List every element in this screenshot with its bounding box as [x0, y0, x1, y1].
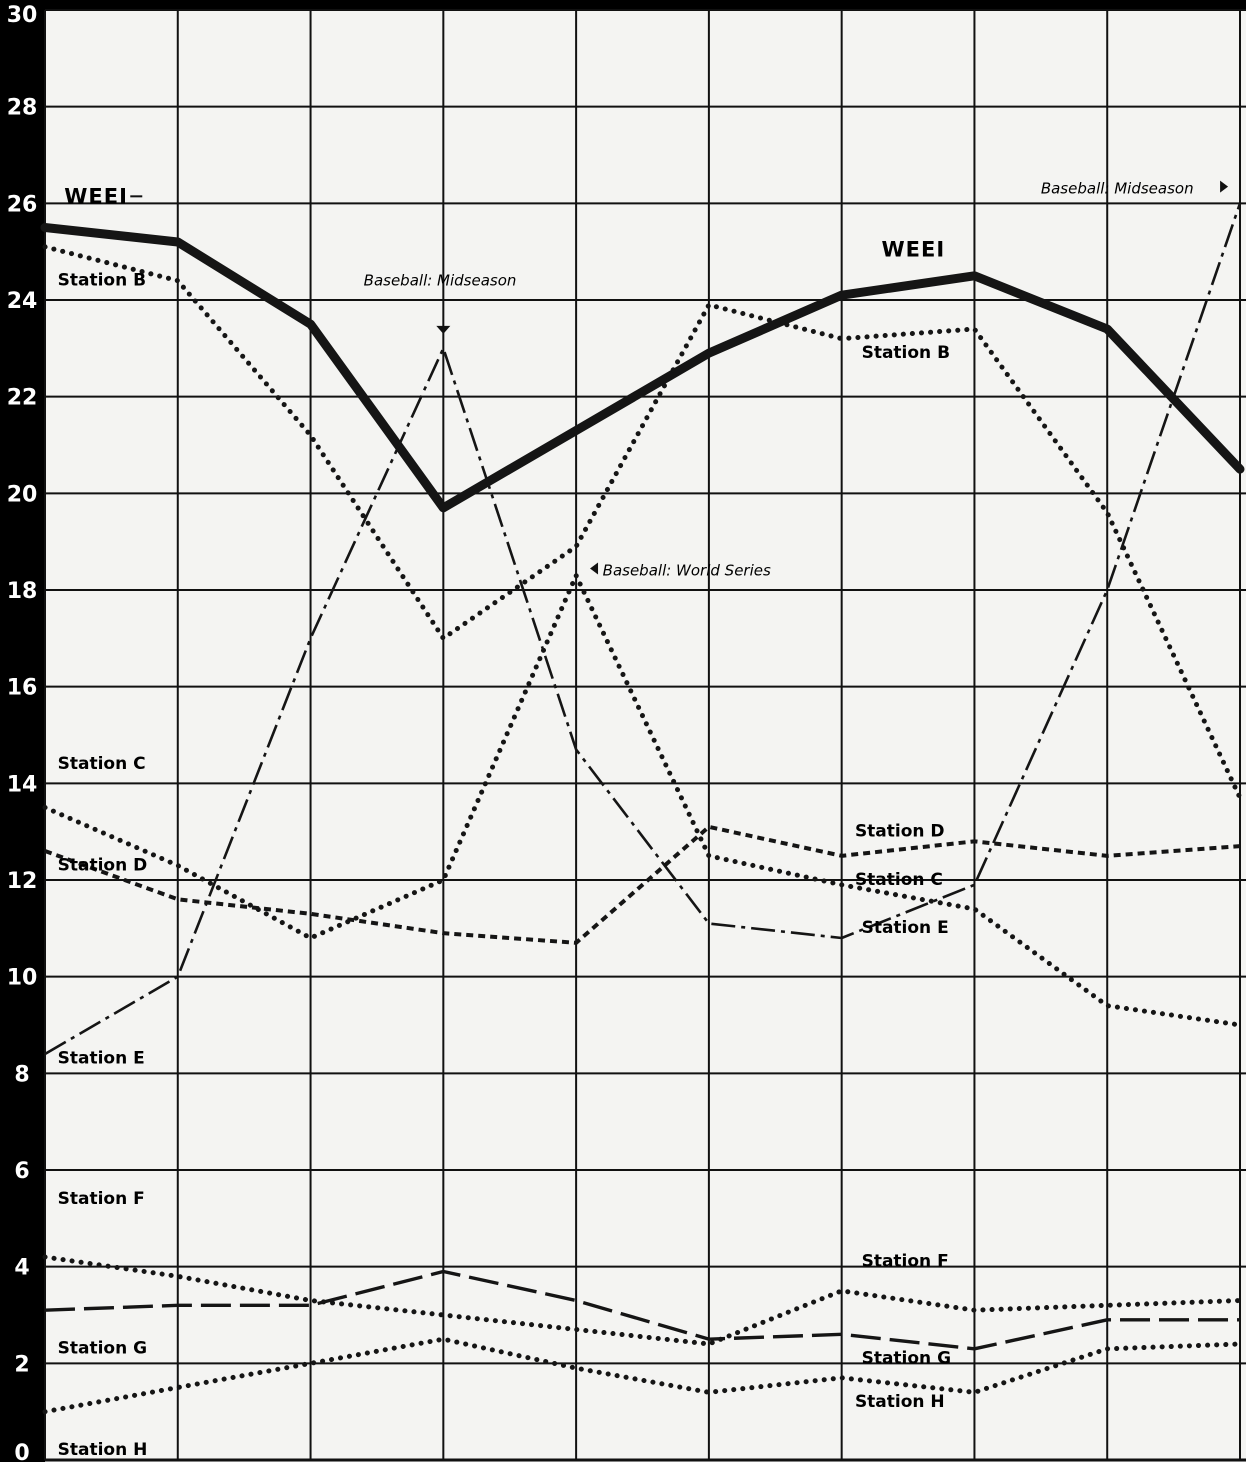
y-tick-label: 30 [7, 3, 38, 28]
y-tick-label: 24 [7, 289, 38, 314]
series-label-station-h: Station H [58, 1440, 148, 1460]
series-label-weei: WEEI [882, 238, 946, 262]
series-line-station-b [42, 244, 1243, 801]
series-label-station-d: Station D [58, 855, 148, 875]
annotation-baseball-2: Baseball: Midseason [1041, 180, 1194, 198]
series-label-weei: WEEI [64, 184, 128, 208]
series-label-station-h: Station H [855, 1392, 945, 1412]
series-line-station-h [42, 1336, 1243, 1415]
y-tick-label: 2 [14, 1352, 29, 1377]
y-tick-label: 6 [14, 1159, 29, 1184]
y-tick-label: 0 [14, 1441, 29, 1462]
y-tick-label: 18 [7, 579, 38, 604]
y-tick-label: 4 [14, 1256, 29, 1281]
annotation-arrow-icon [436, 325, 451, 334]
series-label-station-c: Station C [58, 754, 146, 774]
annotation-arrow-icon [1220, 180, 1229, 193]
series-label-station-c: Station C [855, 870, 943, 890]
annotation-baseball-0: Baseball: Midseason [364, 272, 517, 290]
series-line-station-d [44, 824, 1241, 945]
series-label-station-e: Station E [862, 918, 949, 938]
annotation-arrow-icon [590, 562, 599, 575]
series-label-station-b: Station B [862, 343, 950, 363]
series-labels: WEEI WEEI Station B Station B Station C Stati… [58, 184, 951, 1460]
y-tick-label: 8 [14, 1062, 29, 1087]
series-label-station-f: Station F [862, 1252, 949, 1272]
series-label-station-e: Station E [58, 1049, 145, 1069]
series-lines [40, 202, 1245, 1415]
plot-area [45, 10, 1246, 1462]
grid-lines [44, 9, 1246, 1462]
series-label-station-g: Station G [58, 1339, 147, 1359]
series-line-station-c [42, 573, 1243, 1028]
y-tick-label: 12 [7, 869, 38, 894]
series-label-station-g: Station G [862, 1348, 951, 1368]
y-tick-label: 22 [7, 386, 38, 411]
y-tick-label: 28 [7, 96, 38, 121]
y-tick-label: 14 [7, 772, 38, 797]
series-label-station-b: Station B [58, 271, 146, 291]
series-line-weei [40, 223, 1245, 513]
y-tick-label: 20 [7, 482, 38, 507]
annotations: Baseball: Midseason Baseball: World Serie… [364, 180, 1229, 580]
y-tick-label: 16 [7, 676, 38, 701]
series-line-station-e [44, 202, 1242, 1056]
y-tick-label: 10 [7, 966, 38, 991]
y-tick-label: 26 [7, 192, 38, 217]
series-line-station-g [44, 1269, 1240, 1351]
series-label-station-d: Station D [855, 822, 945, 842]
series-line-station-f [42, 1254, 1243, 1347]
series-label-station-f: Station F [58, 1189, 145, 1209]
annotation-baseball-1: Baseball: World Series [603, 562, 771, 580]
